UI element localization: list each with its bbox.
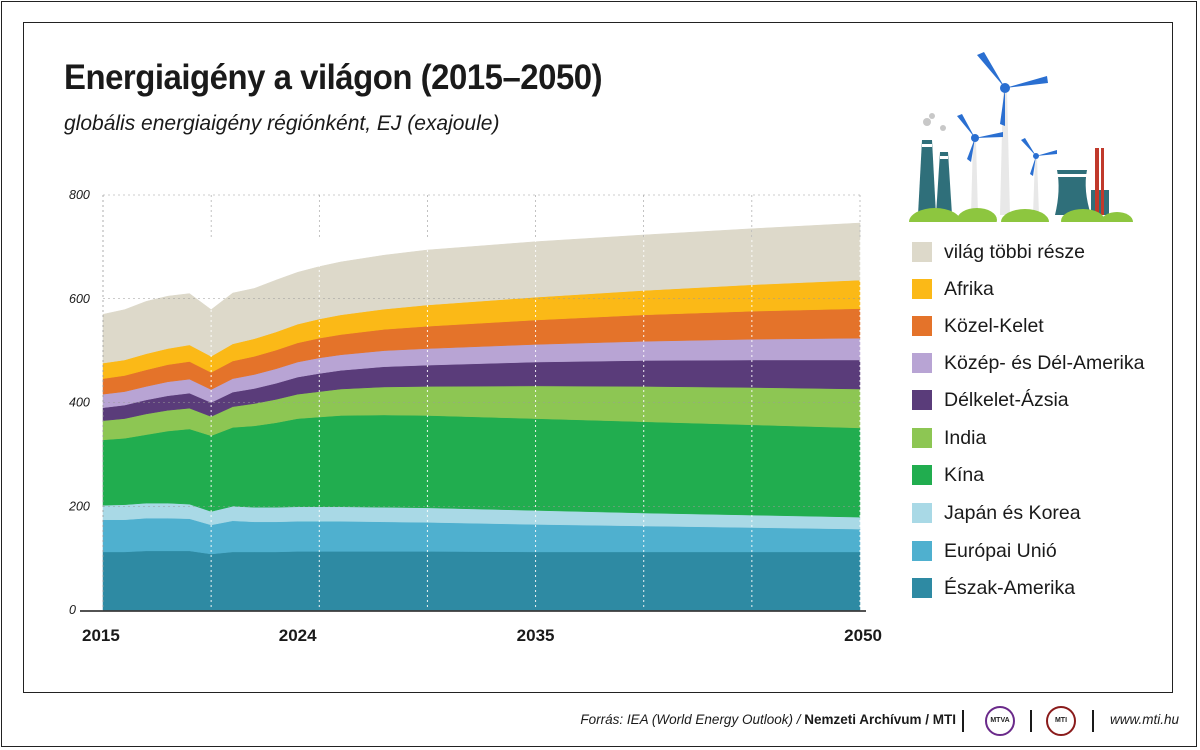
legend-label: Közép- és Dél-Amerika <box>944 351 1145 374</box>
legend-swatch <box>912 578 932 598</box>
legend-item-european-union: Európai Unió <box>912 539 1057 563</box>
area-eszak-amerika <box>102 550 861 611</box>
footer: Forrás: IEA (World Energy Outlook) / Nem… <box>0 706 1200 736</box>
legend-swatch <box>912 503 932 523</box>
legend-label: India <box>944 426 987 449</box>
x-tick-label: 2035 <box>517 626 555 645</box>
legend-swatch <box>912 428 932 448</box>
legend-swatch <box>912 242 932 262</box>
footer-divider <box>962 710 964 732</box>
y-tick-label: 200 <box>68 499 90 513</box>
legend-item-middle-east: Közel-Kelet <box>912 314 1044 338</box>
legend-item-japan-korea: Japán és Korea <box>912 501 1081 525</box>
legend-label: Közel-Kelet <box>944 314 1044 337</box>
smoke-icon <box>923 113 946 131</box>
legend-label: Kína <box>944 463 985 486</box>
legend-label: Európai Unió <box>944 539 1057 562</box>
legend-item-rest-of-world: világ többi része <box>912 240 1085 264</box>
legend-item-central-south-america: Közép- és Dél-Amerika <box>912 351 1144 375</box>
legend-label: világ többi része <box>944 240 1085 263</box>
mtva-logo: MTVA <box>985 706 1015 736</box>
source-agency: Nemzeti Archívum / MTI <box>804 712 956 727</box>
chart-subtitle: globális energiaigény régiónként, EJ (ex… <box>64 112 500 135</box>
legend-label: Afrika <box>944 277 994 300</box>
footer-divider <box>1092 710 1094 732</box>
y-tick-label: 400 <box>69 396 90 410</box>
x-tick-label: 2024 <box>279 626 317 645</box>
legend-item-southeast-asia: Délkelet-Ázsia <box>912 388 1069 412</box>
source-credit: Forrás: IEA (World Energy Outlook) / Nem… <box>580 712 956 727</box>
wind-turbine-icon <box>957 52 1057 215</box>
legend-item-china: Kína <box>912 463 984 487</box>
source-text: Forrás: IEA (World Energy Outlook) / <box>580 712 805 727</box>
legend-item-india: India <box>912 426 986 450</box>
legend-label: Délkelet-Ázsia <box>944 388 1069 411</box>
legend-swatch <box>912 353 932 373</box>
y-tick-label: 800 <box>69 188 90 202</box>
energy-illustration <box>905 52 1135 230</box>
mti-logo: MTI <box>1046 706 1076 736</box>
legend-swatch <box>912 390 932 410</box>
power-plant-icon <box>1055 148 1109 215</box>
legend-swatch <box>912 541 932 561</box>
mtva-logo-text: MTVA <box>990 717 1010 724</box>
legend-label: Japán és Korea <box>944 501 1081 524</box>
factory-chimney-icon <box>918 140 952 215</box>
chart-frame <box>23 22 1173 693</box>
mti-logo-text: MTI <box>1054 717 1068 724</box>
y-tick-label: 0 <box>69 603 76 617</box>
x-tick-label: 2015 <box>82 626 120 645</box>
legend-item-north-america: Észak-Amerika <box>912 576 1075 600</box>
x-tick-label: 2050 <box>844 626 882 645</box>
chart-title: Energiaigény a világon (2015–2050) <box>64 58 603 97</box>
legend-item-africa: Afrika <box>912 277 994 301</box>
y-tick-label: 600 <box>69 292 90 306</box>
legend-swatch <box>912 279 932 299</box>
legend-label: Észak-Amerika <box>944 576 1076 599</box>
legend-swatch <box>912 465 932 485</box>
legend-swatch <box>912 316 932 336</box>
footer-divider <box>1030 710 1032 732</box>
hills-icon <box>905 208 1135 230</box>
website-link[interactable]: www.mti.hu <box>1110 712 1180 727</box>
